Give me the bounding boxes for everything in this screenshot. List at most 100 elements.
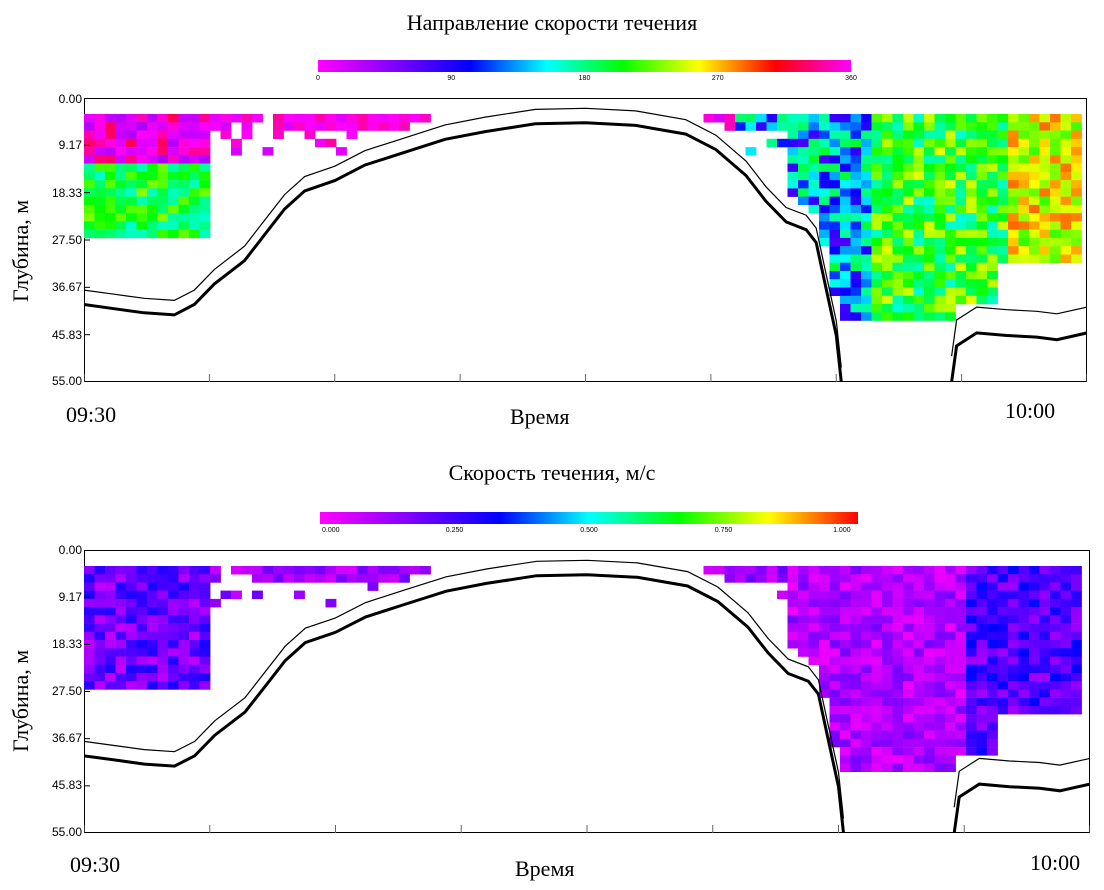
heatmap-cell — [924, 738, 935, 748]
heatmap-cell — [903, 304, 914, 313]
heatmap-cell — [1029, 221, 1040, 230]
heatmap-cell — [882, 664, 893, 674]
heatmap-cell — [798, 155, 809, 164]
heatmap-cell — [903, 640, 914, 649]
heatmap-cell — [934, 163, 946, 173]
heatmap-cell — [871, 705, 883, 715]
heatmap-cell — [819, 566, 830, 575]
heatmap-cell — [861, 312, 872, 321]
heatmap-cell — [147, 574, 158, 583]
heatmap-cell — [808, 640, 820, 649]
heatmap-cell — [840, 607, 851, 616]
heatmap-cell — [147, 681, 158, 690]
heatmap-cell — [808, 114, 820, 123]
heatmap-cell — [945, 188, 956, 197]
heatmap-cell — [157, 664, 169, 674]
heatmap-cell — [850, 640, 862, 649]
heatmap-cell — [808, 147, 820, 156]
heatmap-cell — [945, 271, 956, 280]
heatmap-cell — [126, 582, 137, 591]
heatmap-cell — [924, 114, 935, 123]
heatmap-cell — [934, 714, 946, 723]
heatmap-cell — [934, 229, 946, 239]
heatmap-cell — [94, 171, 106, 181]
heatmap-cell — [115, 171, 127, 181]
heatmap-cell — [997, 615, 1009, 624]
heatmap-cell — [861, 171, 872, 181]
heatmap-cell — [1060, 664, 1072, 674]
heatmap-cell — [136, 664, 148, 674]
heatmap-cell — [976, 204, 988, 214]
heatmap-cell — [168, 171, 179, 181]
heatmap-cell — [987, 213, 998, 222]
heatmap-cell — [84, 681, 95, 690]
heatmap-cell — [105, 138, 116, 148]
heatmap-cell — [829, 130, 841, 139]
heatmap-cell — [871, 163, 883, 173]
heatmap-cell — [903, 738, 914, 748]
heatmap-cell — [903, 229, 914, 239]
heatmap-cell — [934, 755, 946, 764]
heatmap-cell — [882, 673, 893, 682]
heatmap-cell — [903, 747, 914, 756]
heatmap-cell — [1018, 213, 1030, 222]
heatmap-cell — [1008, 590, 1019, 600]
heatmap-cell — [136, 656, 148, 665]
heatmap-cell — [315, 114, 326, 123]
heatmap-cell — [850, 279, 862, 288]
heatmap-cell — [1060, 656, 1072, 665]
heatmap-cell — [861, 262, 872, 272]
heatmap-cell — [157, 631, 169, 641]
heatmap-cell — [105, 163, 116, 173]
heatmap-cell — [168, 673, 179, 682]
heatmap-cell — [126, 188, 137, 197]
heatmap-cell — [231, 138, 242, 148]
heatmap-cell — [955, 147, 967, 156]
heatmap-cell — [934, 114, 946, 123]
heatmap-cell — [861, 763, 872, 772]
heatmap-cell — [913, 287, 925, 296]
heatmap-cell — [819, 631, 830, 641]
heatmap-cell — [892, 664, 904, 674]
heatmap-cell — [966, 656, 977, 665]
heatmap-cell — [871, 188, 883, 197]
heatmap-cell — [892, 130, 904, 139]
heatmap-cell — [966, 697, 977, 707]
heatmap-cell — [105, 590, 116, 600]
heatmap-cell — [871, 714, 883, 723]
heatmap-cell — [724, 566, 736, 575]
heatmap-cell — [1039, 582, 1051, 591]
heatmap-cell — [336, 566, 347, 575]
heatmap-cell — [871, 582, 883, 591]
heatmap-cell — [1071, 213, 1082, 222]
heatmap-cell — [199, 229, 211, 239]
heatmap-cell — [987, 279, 998, 288]
heatmap-cell — [903, 262, 914, 272]
heatmap-cell — [840, 574, 851, 583]
heatmap-cell — [882, 237, 893, 247]
heatmap-cell — [1071, 155, 1082, 164]
heatmap-cell — [819, 188, 830, 197]
heatmap-cell — [756, 574, 767, 583]
heatmap-cells — [84, 114, 1082, 321]
heatmap-cell — [966, 221, 977, 230]
heatmap-cell — [903, 114, 914, 123]
heatmap-cell — [976, 171, 988, 181]
heatmap-cell — [997, 673, 1009, 682]
heatmap-cell — [1018, 623, 1030, 633]
heatmap-cell — [945, 180, 956, 189]
heatmap-cell — [105, 681, 116, 690]
heatmap-cell — [367, 566, 379, 575]
heatmap-cell — [157, 122, 169, 131]
heatmap-cell — [178, 114, 190, 123]
heatmap-cell — [840, 122, 851, 131]
heatmap-cell — [157, 171, 169, 181]
heatmap-cell — [304, 566, 316, 575]
heatmap-cell — [850, 312, 862, 321]
heatmap-cell — [892, 623, 904, 633]
heatmap-cell — [924, 763, 935, 772]
heatmap-cell — [1018, 130, 1030, 139]
heatmap-cell — [273, 114, 284, 123]
heatmap-cell — [966, 163, 977, 173]
heatmap-cell — [157, 648, 169, 657]
